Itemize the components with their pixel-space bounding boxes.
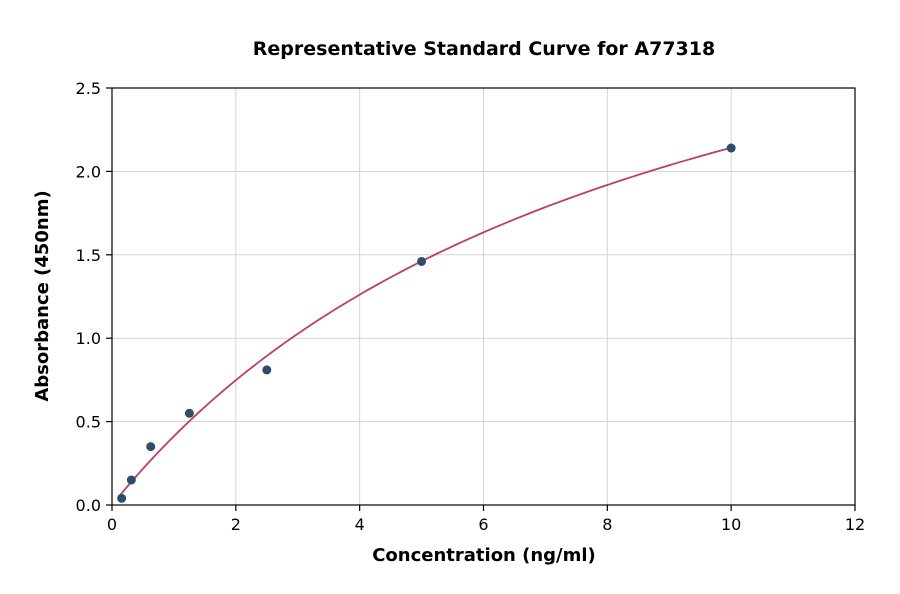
y-tick-label: 0.0 [76, 496, 101, 515]
x-tick-label: 0 [107, 515, 117, 534]
fit-curve [117, 146, 732, 498]
x-tick-label: 12 [845, 515, 865, 534]
x-tick-label: 2 [231, 515, 241, 534]
x-tick-label: 6 [478, 515, 488, 534]
data-points [117, 143, 736, 503]
y-tick-label: 2.5 [76, 79, 101, 98]
y-tick-label: 2.0 [76, 162, 101, 181]
y-axis-label: Absorbance (450nm) [32, 190, 53, 401]
data-point [184, 408, 194, 418]
standard-curve-line [117, 146, 732, 498]
x-tick-label: 8 [602, 515, 612, 534]
y-tick-label: 1.0 [76, 329, 101, 348]
plot-frame [111, 87, 856, 506]
data-point [126, 475, 136, 485]
axis-ticks: 0 2 4 6 8 10 12 0.0 0.5 1.0 1.5 2.0 2.5 [76, 79, 866, 534]
x-tick-label: 4 [355, 515, 365, 534]
y-tick-label: 1.5 [76, 246, 101, 265]
y-tick-label: 0.5 [76, 413, 101, 432]
chart-title: Representative Standard Curve for A77318 [253, 38, 715, 60]
data-point [146, 442, 156, 452]
data-point [117, 493, 127, 503]
x-tick-label: 10 [721, 515, 741, 534]
x-axis-label: Concentration (ng/ml) [372, 545, 596, 566]
data-point [726, 143, 736, 153]
grid-lines [111, 87, 856, 506]
data-point [262, 365, 272, 375]
data-point [417, 256, 427, 266]
